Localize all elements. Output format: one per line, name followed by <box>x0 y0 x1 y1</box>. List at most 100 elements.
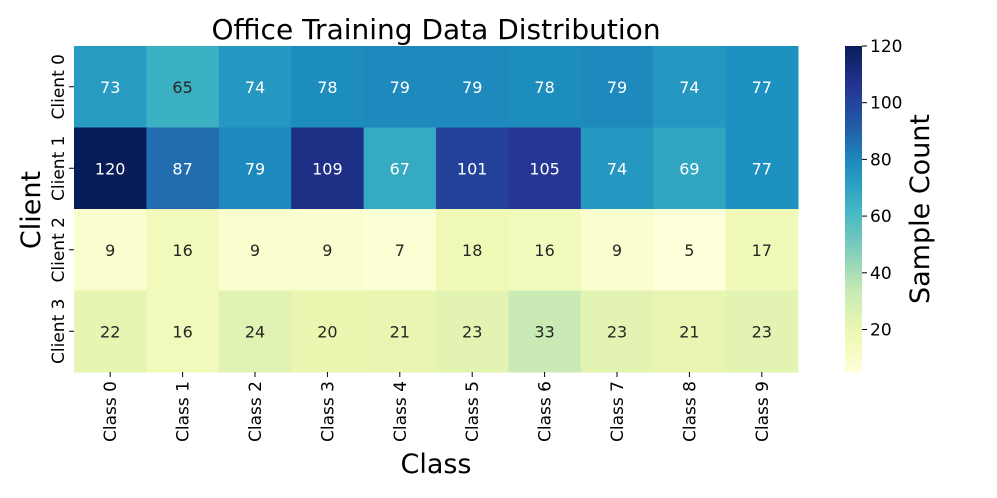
heatmap-cell <box>436 127 509 210</box>
colorbar-tick-label: 40 <box>870 264 892 284</box>
cell-value-label: 33 <box>534 322 554 341</box>
heatmap-cell <box>218 290 292 373</box>
x-tick-label: Class 8 <box>680 381 700 442</box>
heatmap-cell <box>508 46 582 128</box>
x-tick-label: Class 2 <box>246 381 266 442</box>
cell-value-label: 20 <box>317 322 337 341</box>
heatmap-cell <box>74 209 147 291</box>
x-tick-labels: Class 0 Class 1 Class 2 Class 3 Class 4 Class… <box>101 372 773 442</box>
heatmap-cell <box>218 127 292 210</box>
cell-value-label: 5 <box>684 241 694 260</box>
heatmap-cell <box>74 46 147 128</box>
colorbar-tick-label: 120 <box>870 37 902 57</box>
cell-value-label: 9 <box>105 241 115 260</box>
cell-value-label: 105 <box>529 159 560 178</box>
heatmap-cell <box>725 46 799 128</box>
heatmap-cell <box>725 127 799 210</box>
heatmap-cell <box>580 209 654 291</box>
cell-value-label: 24 <box>245 322 265 341</box>
cell-value-label: 74 <box>679 78 699 97</box>
cell-value-label: 7 <box>395 241 405 260</box>
cell-value-label: 23 <box>462 322 482 341</box>
cell-value-label: 79 <box>462 78 482 97</box>
y-tick-label: Client 2 <box>49 217 69 282</box>
cell-value-label: 73 <box>100 78 120 97</box>
heatmap-cell <box>436 209 509 291</box>
cell-value-label: 18 <box>462 241 482 260</box>
heatmap-cell <box>291 46 365 128</box>
cell-value-label: 9 <box>322 241 332 260</box>
cell-value-label: 79 <box>607 78 627 97</box>
colorbar-ticks: 20 40 60 80 100 120 <box>862 37 902 340</box>
cell-value-label: 65 <box>172 78 192 97</box>
cell-value-label: 22 <box>100 322 120 341</box>
colorbar-tick-label: 20 <box>870 320 892 340</box>
heatmap-cell <box>74 290 147 373</box>
cell-value-label: 67 <box>390 159 410 178</box>
heatmap-cell <box>291 209 365 291</box>
cell-value-label: 17 <box>752 241 772 260</box>
x-tick-label: Class 5 <box>463 381 483 442</box>
colorbar-label: Sample Count <box>905 114 936 304</box>
cell-value-label: 78 <box>534 78 554 97</box>
heatmap-cell <box>653 127 727 210</box>
heatmap-cell <box>146 290 220 373</box>
cell-value-label: 16 <box>172 241 192 260</box>
x-tick-label: Class 7 <box>608 381 628 442</box>
y-tick-labels: Client 0 Client 1 Client 2 Client 3 <box>49 54 74 364</box>
cell-value-label: 87 <box>172 159 192 178</box>
cell-value-label: 69 <box>679 159 699 178</box>
y-tick-label: Client 3 <box>49 299 69 364</box>
x-tick-label: Class 6 <box>536 381 556 442</box>
heatmap-cell <box>653 46 727 128</box>
heatmap-cell <box>146 209 220 291</box>
y-tick-label: Client 0 <box>49 54 69 119</box>
cell-value-label: 16 <box>172 322 192 341</box>
heatmap-cell <box>291 290 365 373</box>
cell-value-label: 120 <box>95 159 126 178</box>
heatmap-cell <box>653 209 727 291</box>
heatmap-cell <box>508 127 582 210</box>
cell-value-label: 16 <box>534 241 554 260</box>
cell-value-label: 109 <box>312 159 343 178</box>
heatmap-cell <box>508 209 582 291</box>
heatmap-cell <box>291 127 365 210</box>
x-tick-label: Class 3 <box>318 381 338 442</box>
heatmap-cell <box>436 290 509 373</box>
heatmap-cell <box>218 209 292 291</box>
x-tick-label: Class 4 <box>391 381 411 442</box>
cell-value-label: 23 <box>607 322 627 341</box>
cell-value-label: 9 <box>250 241 260 260</box>
cell-value-label: 79 <box>245 159 265 178</box>
cell-value-label: 77 <box>752 159 772 178</box>
x-tick-label: Class 0 <box>101 381 121 442</box>
cell-value-label: 23 <box>752 322 772 341</box>
cell-value-label: 21 <box>679 322 699 341</box>
heatmap-cell <box>725 209 799 291</box>
heatmap-cell <box>74 127 147 210</box>
heatmap-cell <box>580 46 654 128</box>
colorbar-tick-label: 60 <box>870 207 892 227</box>
heatmap-cell <box>580 290 654 373</box>
heatmap-cell <box>653 290 727 373</box>
colorbar-tick-label: 80 <box>870 150 892 170</box>
heatmap-cell <box>363 290 437 373</box>
cell-value-label: 79 <box>390 78 410 97</box>
heatmap-cell <box>363 46 437 128</box>
x-tick-label: Class 9 <box>753 381 773 442</box>
cell-value-label: 21 <box>390 322 410 341</box>
cell-value-label: 101 <box>457 159 488 178</box>
heatmap-cell <box>725 290 799 373</box>
x-tick-label: Class 1 <box>174 381 194 442</box>
cell-value-label: 74 <box>607 159 627 178</box>
heatmap-cell <box>218 46 292 128</box>
y-tick-label: Client 1 <box>49 136 69 201</box>
y-axis-label: Client <box>16 171 47 249</box>
chart-title: Office Training Data Distribution <box>211 13 660 46</box>
colorbar-tick-label: 100 <box>870 94 902 114</box>
heatmap-cell <box>436 46 509 128</box>
cell-value-label: 9 <box>612 241 622 260</box>
cell-value-label: 78 <box>317 78 337 97</box>
